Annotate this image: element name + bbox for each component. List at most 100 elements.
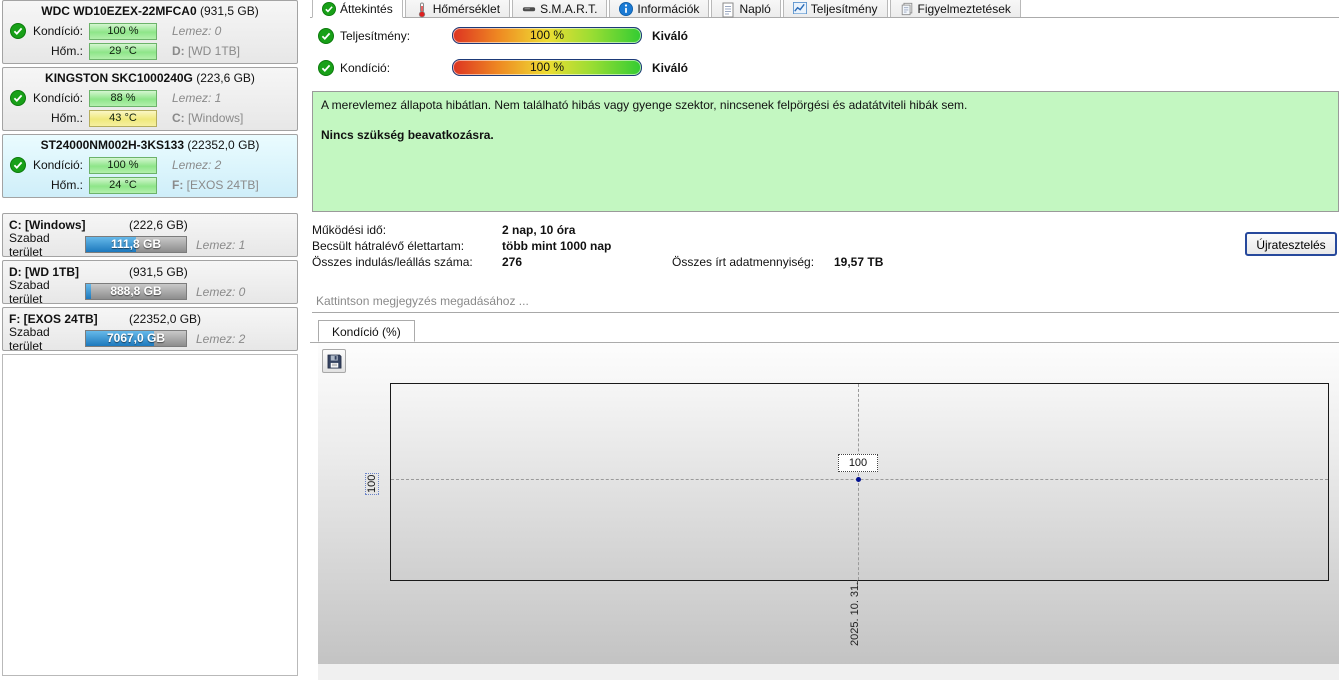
performance-rating-text: Kiváló — [652, 28, 689, 43]
disk-name: ST24000NM002H-3KS133 — [40, 138, 185, 152]
main-content: Áttekintés Hőmérséklet S.M.A.R.T. Inform… — [310, 0, 1339, 680]
condition-label: Kondíció: — [340, 60, 391, 75]
stats-section: Működési idő: 2 nap, 10 óra Becsült hátr… — [312, 222, 1339, 270]
condition-value: 100 % — [529, 60, 565, 74]
stat-label: Összes indulás/leállás száma: — [312, 255, 473, 269]
ok-status-icon — [10, 157, 26, 173]
tab-label: Áttekintés — [340, 1, 393, 16]
sidebar-empty-panel — [2, 354, 298, 676]
ok-status-icon — [10, 90, 26, 106]
temperature-value: 24 °C — [109, 178, 137, 191]
chart-tabrow: Kondíció (%) — [310, 319, 1339, 343]
free-space-label: Szabad terület — [9, 324, 50, 353]
stat-value: több mint 1000 nap — [502, 239, 612, 253]
drive-letter-label: F: [EXOS 24TB] — [172, 178, 259, 192]
condition-value: 88 % — [110, 91, 136, 104]
partition-card-f[interactable]: F: [EXOS 24TB] (22352,0 GB) Szabad terüle… — [2, 307, 298, 353]
performance-rating-bar: 100 % — [452, 27, 642, 44]
condition-bar: 88 % — [89, 89, 157, 107]
data-point — [856, 477, 861, 482]
disk-name: WDC WD10EZEX-22MFCA0 — [41, 4, 197, 18]
ok-status-icon — [318, 59, 334, 76]
disk-card-wdc[interactable]: WDC WD10EZEX-22MFCA0 (931,5 GB) Kondíció… — [2, 0, 298, 64]
free-space-value: 111,8 GB — [110, 237, 162, 251]
temperature-label: Hőm.: — [50, 111, 83, 125]
partition-name: C: [Windows] — [9, 218, 86, 232]
condition-bar: 100 % — [89, 156, 157, 174]
partition-name: F: [EXOS 24TB] — [9, 312, 98, 326]
stat-label: Összes írt adatmennyiség: — [672, 255, 815, 269]
tab-smart[interactable]: S.M.A.R.T. — [512, 0, 608, 17]
stat-value: 276 — [502, 255, 523, 269]
partition-card-d[interactable]: D: [WD 1TB] (931,5 GB) Szabad terület 888… — [2, 260, 298, 306]
disk-index-label: Lemez: 0 — [196, 284, 246, 299]
check-circle-icon — [322, 1, 336, 16]
condition-label: Kondíció: — [32, 24, 83, 38]
info-icon — [619, 1, 634, 16]
temperature-value: 29 °C — [109, 44, 137, 57]
stat-value: 19,57 TB — [834, 255, 884, 269]
comment-input[interactable]: Kattintson megjegyzés megadásához ... — [312, 290, 1339, 313]
status-action-text: Nincs szükség beavatkozásra. — [321, 128, 494, 142]
temperature-bar: 24 °C — [89, 176, 157, 194]
condition-value: 100 % — [107, 158, 139, 171]
used-space-fill — [86, 331, 154, 346]
disk-size: (931,5 GB) — [200, 4, 259, 18]
tab-label: S.M.A.R.T. — [540, 1, 598, 16]
tab-attekintes[interactable]: Áttekintés — [312, 0, 403, 18]
free-space-bar: 7067,0 GB — [85, 330, 187, 347]
y-axis-tick-label: 100 — [365, 472, 379, 495]
temperature-label: Hőm.: — [50, 44, 83, 58]
condition-chart-panel: 100 100 2025. 10. 31. — [318, 343, 1339, 670]
document-icon — [721, 2, 735, 17]
temperature-bar: 29 °C — [89, 42, 157, 60]
disk-index-label: Lemez: 1 — [196, 237, 246, 252]
disk-name: KINGSTON SKC1000240G — [45, 71, 193, 85]
condition-rating-bar: 100 % — [452, 59, 642, 76]
tab-figyelmeztetesek[interactable]: Figyelmeztetések — [889, 0, 1021, 17]
condition-value: 100 % — [107, 24, 139, 37]
disk-index-label: Lemez: 1 — [172, 91, 222, 105]
disk-card-seagate-selected[interactable]: ST24000NM002H-3KS133 (22352,0 GB) Kondíc… — [2, 134, 298, 198]
bottom-status-strip — [318, 664, 1339, 680]
x-axis-date-label: 2025. 10. 31. — [849, 581, 861, 646]
partition-size: (22352,0 GB) — [129, 312, 202, 326]
condition-label: Kondíció: — [32, 158, 83, 172]
partition-name: D: [WD 1TB] — [9, 265, 79, 279]
partition-size: (931,5 GB) — [129, 265, 188, 279]
tab-naplo[interactable]: Napló — [711, 0, 781, 17]
stat-label: Működési idő: — [312, 223, 387, 237]
temperature-bar: 43 °C — [89, 109, 157, 127]
tab-homerseklet[interactable]: Hőmérséklet — [404, 0, 511, 17]
disk-title: WDC WD10EZEX-22MFCA0 (931,5 GB) — [3, 3, 297, 19]
disk-size: (22352,0 GB) — [187, 138, 260, 152]
ok-status-icon — [10, 23, 26, 39]
gridline-vertical — [858, 384, 859, 580]
condition-label: Kondíció: — [32, 91, 83, 105]
performance-value: 100 % — [529, 28, 565, 42]
disk-title: KINGSTON SKC1000240G (223,6 GB) — [3, 70, 297, 86]
used-space-fill — [86, 237, 136, 252]
condition-bar: 100 % — [89, 22, 157, 40]
partition-size: (222,6 GB) — [129, 218, 188, 232]
tab-label: Napló — [739, 1, 771, 16]
tab-label: Teljesítmény — [810, 1, 878, 16]
disk-index-label: Lemez: 2 — [196, 331, 246, 346]
drive-letter-label: C: [Windows] — [172, 111, 244, 125]
retest-button[interactable]: Újratesztelés — [1245, 232, 1337, 256]
disk-title: ST24000NM002H-3KS133 (22352,0 GB) — [3, 137, 297, 153]
health-status-box: A merevlemez állapota hibátlan. Nem talá… — [312, 91, 1339, 212]
chart-icon — [792, 1, 807, 16]
tab-teljesitmeny[interactable]: Teljesítmény — [782, 0, 888, 17]
tab-informaciok[interactable]: Információk — [609, 0, 710, 17]
overview-section: Teljesítmény: 100 % Kiváló Kondíció: 100… — [310, 18, 1339, 76]
free-space-bar: 888,8 GB — [85, 283, 187, 300]
tab-kondicio-chart[interactable]: Kondíció (%) — [318, 320, 415, 342]
save-chart-button[interactable] — [322, 349, 346, 373]
disk-card-kingston[interactable]: KINGSTON SKC1000240G (223,6 GB) Kondíció… — [2, 67, 298, 131]
partition-card-c[interactable]: C: [Windows] (222,6 GB) Szabad terület 11… — [2, 213, 298, 259]
free-space-label: Szabad terület — [9, 277, 50, 306]
drive-letter-label: D: [WD 1TB] — [172, 44, 241, 58]
stat-value: 2 nap, 10 óra — [502, 223, 576, 237]
